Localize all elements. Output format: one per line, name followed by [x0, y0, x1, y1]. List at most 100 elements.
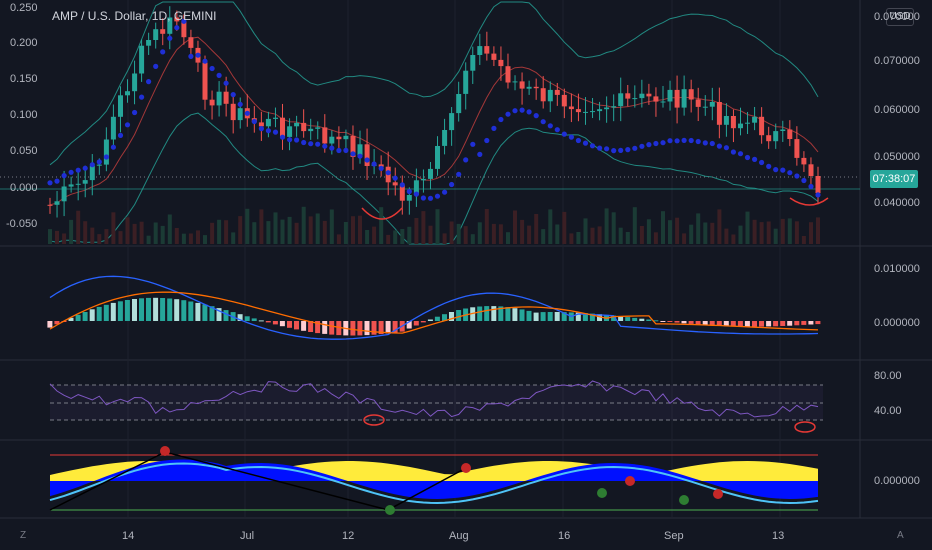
- candle-body: [484, 46, 490, 54]
- macd-histogram-bar: [667, 321, 673, 322]
- x-tick-label: 13: [772, 530, 785, 542]
- sar-dot: [653, 140, 659, 147]
- candle-body: [794, 139, 800, 158]
- macd-histogram-bar: [582, 313, 588, 321]
- sar-dot: [695, 138, 701, 145]
- candle-body: [759, 116, 765, 136]
- candle-body: [364, 144, 370, 166]
- macd-histogram-bar: [124, 300, 130, 321]
- candle-body: [96, 164, 102, 166]
- macd-histogram-bar: [132, 299, 137, 321]
- candle-body: [350, 135, 356, 157]
- volume-bar: [90, 227, 95, 244]
- candle-body: [547, 89, 553, 102]
- candle-body: [787, 129, 793, 139]
- volume-bar: [62, 233, 67, 244]
- macd-histogram-bar: [709, 321, 715, 326]
- sar-dot: [392, 175, 398, 181]
- sar-dot: [82, 165, 88, 171]
- osc-peak-dot: [160, 446, 170, 456]
- volume-bar: [167, 214, 172, 244]
- macd-histogram-bar: [498, 306, 504, 321]
- sar-dot: [54, 178, 60, 184]
- candle-body: [103, 139, 109, 165]
- candle-body: [801, 157, 807, 165]
- macd-histogram-bar: [442, 314, 447, 321]
- macd-histogram-bar: [202, 304, 208, 321]
- macd-histogram-bar: [759, 321, 764, 327]
- candle-body: [723, 116, 729, 125]
- candle-body: [660, 101, 666, 103]
- sar-dot: [322, 143, 328, 149]
- sar-dot: [554, 127, 560, 133]
- auto-scale-toggle[interactable]: A: [897, 530, 904, 541]
- macd-histogram-bar: [519, 309, 525, 321]
- sar-dot: [139, 94, 145, 100]
- candle-body: [315, 127, 321, 129]
- candle-body: [716, 102, 722, 125]
- macd-histogram-bar: [406, 321, 412, 329]
- candle-body: [745, 122, 750, 124]
- sar-dot: [146, 79, 152, 85]
- bollinger-upper: [49, 1, 819, 166]
- volume-bar: [752, 219, 757, 244]
- volume-bar: [717, 209, 722, 244]
- macd-histogram-bar: [744, 321, 750, 327]
- sar-dot: [547, 123, 553, 129]
- macd-histogram-bar: [456, 310, 462, 321]
- volume-bar: [738, 225, 743, 244]
- volume-bar: [513, 210, 517, 244]
- volume-bar: [266, 221, 271, 244]
- macd-histogram-bar: [272, 321, 278, 325]
- volume-bar: [463, 226, 468, 244]
- macd-histogram-bar: [294, 321, 299, 330]
- volume-bar: [407, 226, 412, 244]
- macd-histogram-bar: [449, 312, 454, 321]
- signal-line: [49, 291, 819, 334]
- sar-dot: [491, 125, 497, 131]
- volume-bar: [245, 208, 250, 244]
- macd-histogram-bar: [216, 308, 222, 321]
- sar-dot: [646, 142, 652, 148]
- volume-bar: [259, 209, 264, 244]
- volume-bar: [153, 222, 158, 244]
- candle-body: [561, 94, 567, 107]
- candle-body: [89, 165, 95, 181]
- candle-body: [223, 91, 229, 104]
- sar-dot: [336, 147, 342, 154]
- volume-bar: [83, 221, 88, 244]
- price-left-tick: 0.150: [10, 73, 38, 85]
- candle-body: [209, 99, 215, 106]
- macd-histogram-bar: [146, 297, 151, 321]
- osc-tick: 0.000000: [874, 475, 920, 487]
- sar-dot: [604, 146, 610, 152]
- sar-dot: [244, 110, 250, 116]
- macd-histogram-bar: [737, 321, 743, 327]
- candle-body: [265, 118, 271, 127]
- volume-bar: [773, 228, 778, 244]
- candle-body: [47, 204, 53, 206]
- macd-histogram-bar: [730, 321, 736, 327]
- sar-dot: [766, 163, 772, 169]
- sar-dot: [75, 167, 81, 173]
- price-right-tick: 0.050000: [874, 151, 920, 163]
- currency-button[interactable]: USD: [886, 8, 914, 26]
- x-tick-label: Sep: [664, 530, 684, 542]
- log-scale-toggle[interactable]: Z: [20, 530, 27, 541]
- candle-body: [308, 128, 314, 132]
- macd-histogram-bar: [237, 314, 243, 321]
- volume-bar: [428, 225, 433, 244]
- rsi-line: [49, 380, 819, 418]
- sar-dot: [787, 170, 793, 176]
- macd-histogram-bar: [477, 306, 483, 321]
- volume-bar: [809, 222, 813, 244]
- rsi-annotation: [363, 414, 385, 426]
- macd-histogram-bar: [167, 298, 173, 321]
- sar-dot: [223, 80, 229, 86]
- candle-body: [632, 98, 638, 100]
- candle-body: [413, 180, 419, 195]
- rsi-annotation: [794, 421, 816, 433]
- volume-bar: [210, 222, 215, 244]
- price-right-tick: 0.070000: [874, 55, 920, 67]
